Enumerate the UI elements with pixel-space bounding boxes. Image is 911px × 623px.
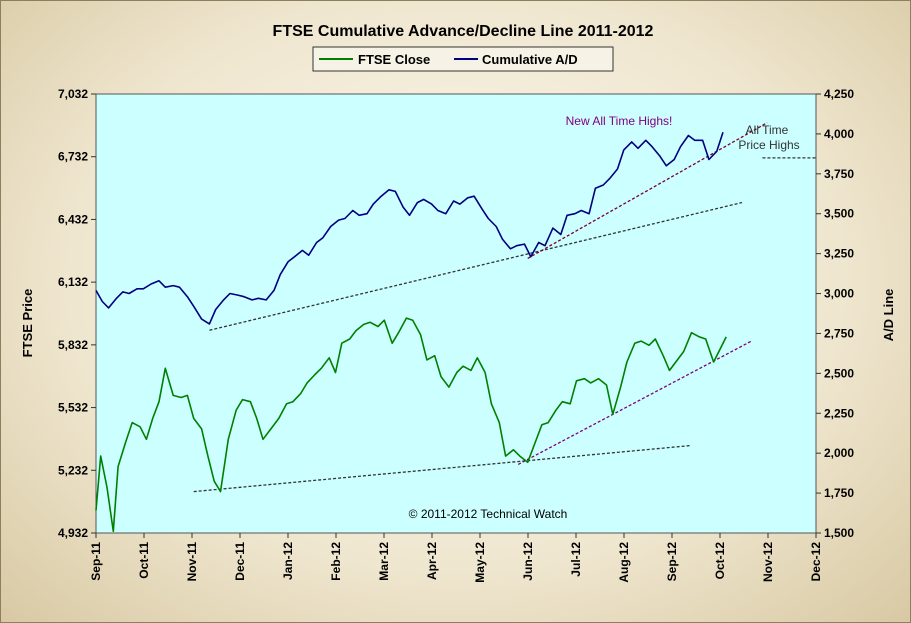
plot-area: [95, 93, 817, 534]
y-axis-title: FTSE Price: [20, 289, 35, 358]
legend: FTSE Close Cumulative A/D: [312, 46, 614, 72]
y-axis-right: 4,250 4,000 3,750 3,500 3,250 3,000 2,750 2,500…: [816, 87, 854, 540]
legend-label-ad: Cumulative A/D: [482, 52, 578, 67]
copyright-text: © 2011-2012 Technical Watch: [409, 507, 568, 521]
y2-tick-label: 4,000: [824, 127, 854, 141]
legend-label-ftse: FTSE Close: [358, 52, 430, 67]
y-tick-label: 7,032: [58, 87, 88, 101]
x-tick-label: Sep-12: [665, 542, 679, 582]
y-tick-label: 6,732: [58, 150, 88, 164]
y-tick-label: 5,532: [58, 401, 88, 415]
x-tick-label: Nov-11: [185, 542, 199, 582]
series-lines: [95, 132, 727, 533]
x-tick-label: Jul-12: [569, 542, 583, 577]
y2-tick-label: 4,250: [824, 87, 854, 101]
new-highs-note: New All Time Highs!: [566, 114, 673, 128]
x-tick-label: Feb-12: [329, 542, 343, 581]
series-line-ftse-close: [95, 317, 727, 533]
x-tick-label: Jun-12: [521, 542, 535, 581]
x-tick-label: Jan-12: [281, 542, 295, 580]
trendline: [527, 122, 768, 259]
x-tick-label: Aug-12: [617, 542, 631, 583]
trendline: [517, 340, 752, 466]
y-tick-label: 5,232: [58, 463, 88, 477]
x-tick-label: Dec-12: [809, 542, 823, 582]
chart-title: FTSE Cumulative Advance/Decline Line 201…: [273, 23, 654, 40]
y2-tick-label: 2,750: [824, 326, 854, 340]
y-axis-left: 7,032 6,732 6,432 6,132 5,832 5,532 5,232 4,932: [58, 87, 96, 540]
x-tick-label: May-12: [473, 542, 487, 583]
x-tick-label: Apr-12: [425, 542, 439, 580]
y-tick-label: 6,132: [58, 275, 88, 289]
x-tick-label: Sep-11: [89, 542, 103, 581]
y2-tick-label: 3,000: [824, 287, 854, 301]
y2-axis-title: A/D Line: [881, 289, 896, 342]
y2-tick-label: 1,750: [824, 486, 854, 500]
x-tick-label: Nov-12: [761, 542, 775, 582]
x-tick-label: Oct-12: [713, 542, 727, 580]
y-tick-label: 6,432: [58, 212, 88, 226]
trendlines: [193, 122, 816, 493]
trendline: [193, 444, 691, 493]
all-time-note-line1: All Time: [746, 123, 789, 137]
y2-tick-label: 2,250: [824, 406, 854, 420]
y2-tick-label: 3,250: [824, 247, 854, 261]
x-tick-label: Oct-11: [137, 542, 151, 579]
y2-tick-label: 2,000: [824, 446, 854, 460]
y2-tick-label: 3,750: [824, 167, 854, 181]
y2-tick-label: 2,500: [824, 366, 854, 380]
y-tick-label: 4,932: [58, 526, 88, 540]
y2-tick-label: 3,500: [824, 207, 854, 221]
x-tick-label: Mar-12: [377, 542, 391, 581]
x-axis: Sep-11 Oct-11 Nov-11 Dec-11 Jan-12 Feb-12 Mar-…: [89, 533, 823, 583]
x-tick-label: Dec-11: [233, 542, 247, 581]
y2-tick-label: 1,500: [824, 526, 854, 540]
trendline: [209, 201, 743, 331]
series-line-cumulative-ad: [95, 132, 724, 325]
y-tick-label: 5,832: [58, 338, 88, 352]
all-time-note-line2: Price Highs: [738, 138, 799, 152]
